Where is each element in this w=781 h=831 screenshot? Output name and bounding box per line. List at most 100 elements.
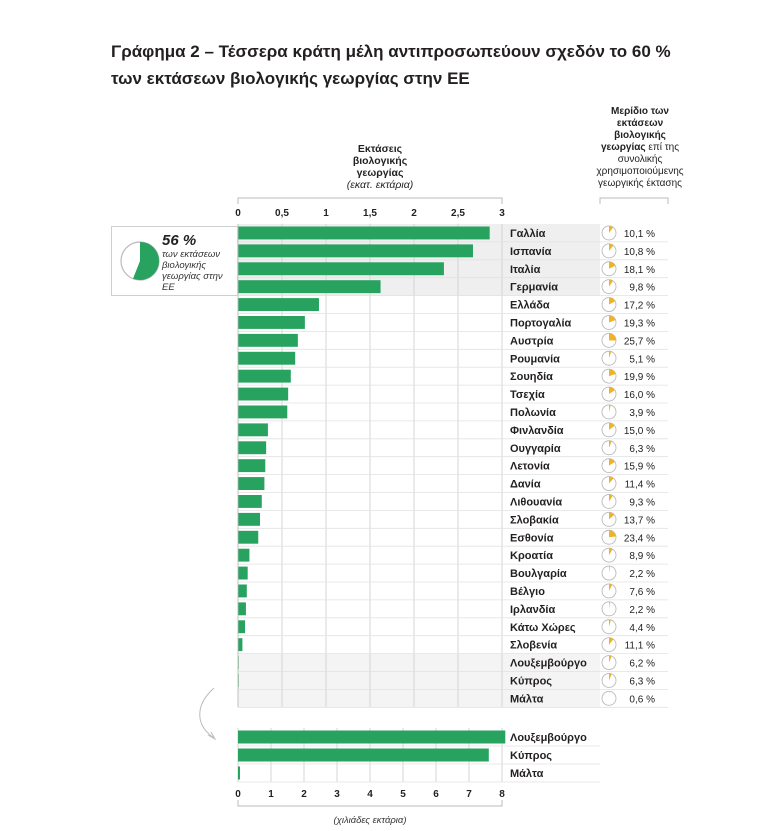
bar-20 — [238, 584, 247, 598]
share-label: 16,0 % — [624, 390, 655, 401]
area-header-unit: (εκατ. εκτάρια) — [346, 179, 414, 191]
x-tick-label: 3 — [499, 208, 505, 219]
share-label: 15,9 % — [624, 462, 655, 473]
bar-4 — [238, 298, 319, 311]
zoom-x-tick-label: 6 — [433, 789, 439, 800]
share-label: 10,1 % — [624, 229, 655, 240]
bar-3 — [238, 280, 381, 294]
share-header-line1: Μερίδιο των — [611, 106, 669, 117]
country-label: Βουλγαρία — [510, 568, 567, 580]
share-label: 6,3 % — [629, 677, 655, 688]
share-pie-slice — [609, 673, 612, 681]
share-pie-slice — [609, 566, 610, 574]
share-label: 8,9 % — [629, 551, 655, 562]
x-tick-label: 0,5 — [275, 208, 289, 219]
bar-7 — [238, 351, 296, 365]
bar-14 — [238, 477, 265, 490]
share-label: 6,2 % — [629, 659, 655, 670]
share-pie-slice — [609, 404, 611, 412]
share-pie-slice — [609, 458, 615, 466]
share-header-line7: γεωργικής έκτασης — [598, 178, 682, 189]
country-label: Γαλλία — [510, 228, 546, 240]
share-label: 2,2 % — [629, 569, 655, 580]
share-label: 17,2 % — [624, 301, 655, 312]
connector-arrow — [199, 687, 215, 739]
share-pie-slice — [609, 243, 614, 251]
zoom-x-tick-label: 7 — [466, 789, 472, 800]
country-label: Κύπρος — [510, 676, 552, 688]
share-label: 5,1 % — [629, 354, 655, 365]
x-tick-label: 0 — [235, 208, 241, 219]
connector-arrowhead — [207, 731, 217, 741]
bar-16 — [238, 512, 260, 526]
zoom-x-tick-label: 4 — [367, 789, 373, 800]
bar-0 — [238, 226, 490, 240]
share-header-line2: εκτάσεων — [616, 118, 664, 129]
callout-percent: 56 % — [162, 232, 197, 249]
share-label: 4,4 % — [629, 623, 655, 634]
country-label: Λουξεμβούργο — [510, 658, 587, 670]
bar-5 — [238, 316, 305, 329]
country-label: Φινλανδία — [510, 425, 564, 437]
country-label: Ισπανία — [510, 246, 552, 258]
bar-1 — [238, 244, 473, 258]
share-label: 10,8 % — [624, 247, 655, 258]
bar-12 — [238, 441, 267, 455]
share-pie-slice — [609, 440, 612, 448]
share-label: 19,3 % — [624, 319, 655, 330]
zoom-country-label: Λουξεμβούργο — [510, 732, 587, 744]
area-header-bracket — [237, 197, 503, 204]
zoom-country-label: Κύπρος — [510, 750, 552, 762]
bar-10 — [238, 405, 288, 419]
callout-text-line1: των εκτάσεων — [162, 249, 221, 260]
share-pie-slice — [609, 530, 616, 538]
bar-19 — [238, 566, 248, 580]
x-tick-label: 2 — [411, 208, 417, 219]
share-pie-slice — [609, 297, 616, 305]
bar-18 — [238, 548, 250, 562]
country-label: Κροατία — [510, 550, 553, 562]
country-label: Σουηδία — [510, 371, 553, 383]
bar-8 — [238, 369, 291, 383]
share-label: 23,4 % — [624, 533, 655, 544]
zoom-bar-1 — [238, 748, 489, 762]
area-header-line1: Εκτάσεις — [357, 143, 403, 155]
zoom-bar-2 — [238, 766, 240, 780]
country-label: Εσθονία — [510, 532, 554, 544]
country-label: Ιρλανδία — [510, 604, 555, 616]
share-pie-slice — [609, 637, 614, 645]
bar-15 — [238, 495, 262, 508]
share-label: 13,7 % — [624, 515, 655, 526]
country-label: Ρουμανία — [510, 353, 560, 365]
share-label: 6,3 % — [629, 444, 655, 455]
callout-text: των εκτάσεων βιολογικής γεωργίας στην ΕΕ — [162, 249, 237, 293]
zoom-unit-bracket — [237, 800, 503, 807]
share-label: 25,7 % — [624, 336, 655, 347]
country-label: Γερμανία — [510, 282, 558, 294]
area-header-line3: γεωργίας — [356, 167, 404, 179]
share-pie-slice — [609, 512, 615, 520]
country-label: Σλοβενία — [510, 640, 557, 652]
small-countries-band — [238, 653, 600, 708]
country-label: Σλοβακία — [510, 514, 559, 526]
share-label: 9,3 % — [629, 498, 655, 509]
country-label: Μάλτα — [510, 693, 544, 705]
country-label: Λιθουανία — [510, 497, 562, 509]
zoom-x-tick-label: 0 — [235, 789, 241, 800]
x-tick-label: 1,5 — [363, 208, 377, 219]
callout-text-line3: γεωργίας στην ΕΕ — [162, 271, 223, 293]
country-label: Λετονία — [510, 461, 550, 473]
bar-11 — [238, 423, 268, 437]
share-label: 18,1 % — [624, 265, 655, 276]
zoom-x-tick-label: 8 — [499, 789, 505, 800]
zoom-country-label: Μάλτα — [510, 768, 544, 780]
share-label: 0,6 % — [629, 694, 655, 705]
zoom-x-tick-label: 3 — [334, 789, 340, 800]
area-header-line2: βιολογικής — [352, 155, 408, 167]
country-label: Δανία — [510, 479, 541, 491]
area-axis-header: Εκτάσεις βιολογικής γεωργίας (εκατ. εκτά… — [300, 143, 460, 191]
share-pie-slice — [609, 351, 612, 359]
bar-21 — [238, 602, 246, 616]
country-label: Ελλάδα — [510, 300, 550, 312]
country-label: Πορτογαλία — [510, 318, 572, 330]
